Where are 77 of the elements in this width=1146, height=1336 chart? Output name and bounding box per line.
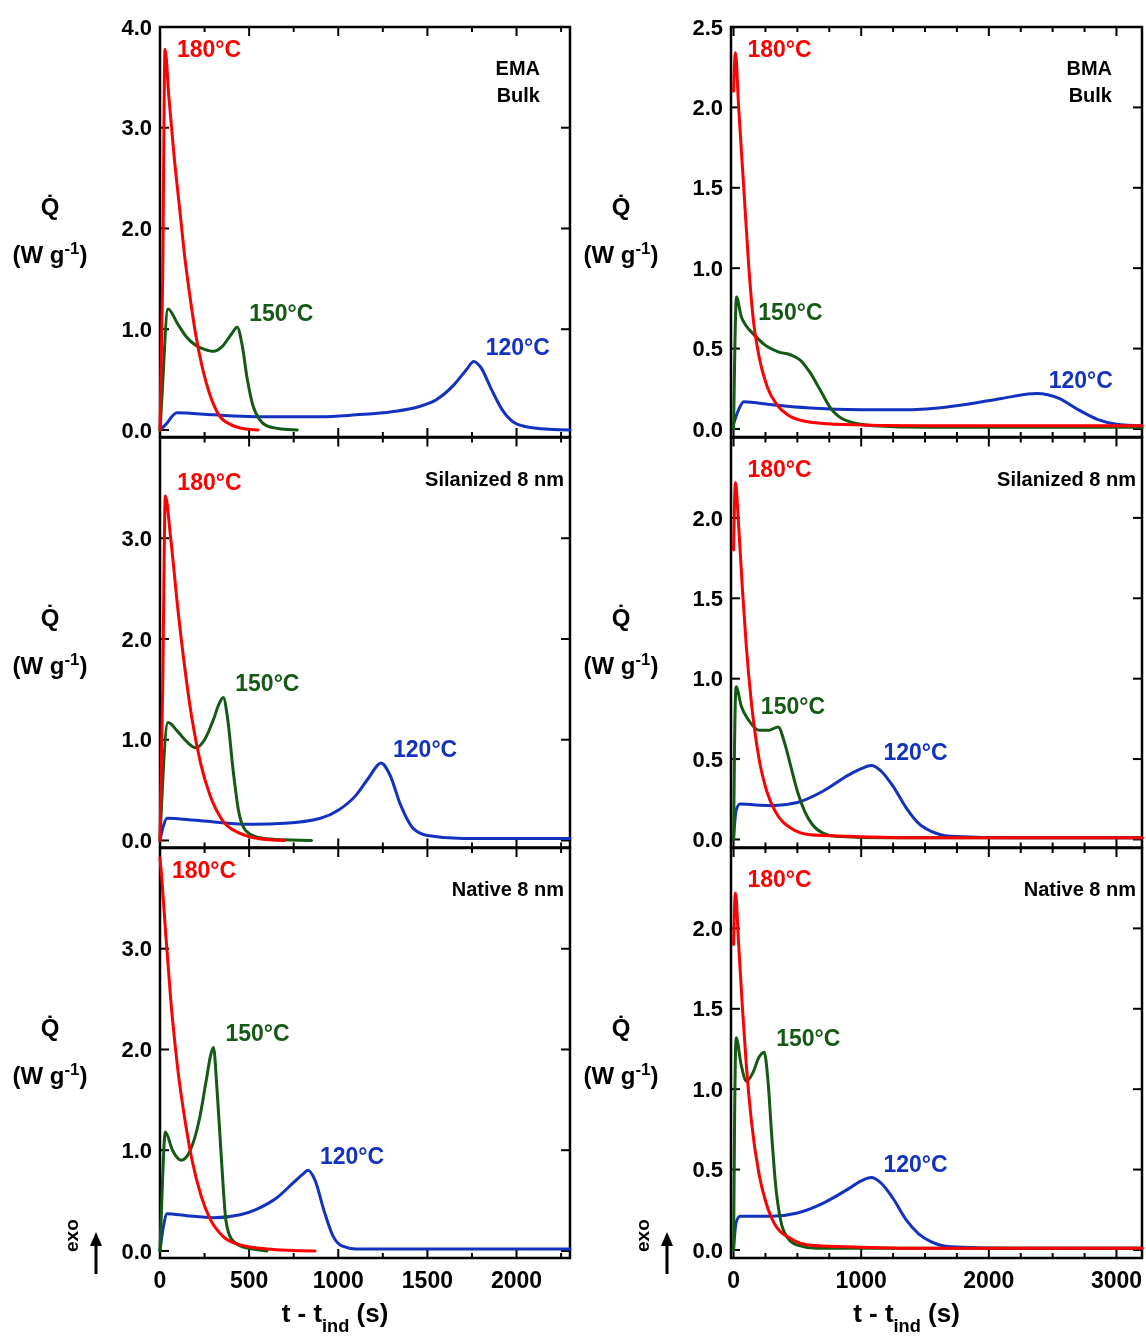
series-label: 150°C xyxy=(249,300,314,327)
y-tick-label: 1.5 xyxy=(692,175,723,201)
series-label: 180°C xyxy=(176,36,242,62)
series-label: 150°C xyxy=(760,693,826,720)
y-tick-label: 1.0 xyxy=(692,255,723,281)
y-tick-label: 0.5 xyxy=(692,746,723,772)
y-tick-label: 0.0 xyxy=(121,1238,152,1264)
series-label: 180°C xyxy=(747,455,812,482)
y-tick-label: 2.0 xyxy=(692,505,723,531)
series-label: 120°C xyxy=(393,735,458,762)
y-tick-label: 4.0 xyxy=(121,14,152,40)
series-label: 120°C xyxy=(1048,366,1113,393)
series-label: 180°C xyxy=(172,857,237,883)
text: exo xyxy=(61,1219,82,1252)
annotation: BMA Bulk xyxy=(1066,57,1113,106)
series-label: 150°C xyxy=(235,670,300,697)
y-tick-label: 2.0 xyxy=(692,916,723,942)
y-tick-label: 1.0 xyxy=(692,666,723,692)
x-tick-label: 1000 xyxy=(312,1267,364,1293)
y-tick-label: 1.0 xyxy=(121,727,152,753)
y-tick-label: 0.5 xyxy=(692,336,723,362)
series-label: 120°C xyxy=(883,738,948,765)
line-series xyxy=(732,295,1144,431)
y-tick-label: 3.0 xyxy=(121,115,152,141)
y-tick-label: 1.0 xyxy=(121,1137,152,1163)
y-tick-label: 1.0 xyxy=(121,316,152,342)
x-tick-label: 0 xyxy=(727,1267,740,1293)
line-series xyxy=(158,1045,269,1253)
text: exo xyxy=(632,1219,653,1252)
y-tick-label: 0.0 xyxy=(121,417,152,443)
series-label: 180°C xyxy=(747,36,812,62)
annotation: EMA Bulk xyxy=(495,57,541,106)
series-label: 150°C xyxy=(758,299,823,326)
y-tick-label: 0.0 xyxy=(692,416,723,442)
y-tick-label: 2.0 xyxy=(121,1037,152,1063)
y-tick-label: 2.0 xyxy=(121,216,152,242)
y-tick-label: 0.0 xyxy=(121,828,152,854)
y-axis-title: Q̇ (W g$^{-1}$) xyxy=(12,603,88,679)
series-label: 180°C xyxy=(747,866,812,893)
x-tick-label: 3000 xyxy=(1090,1267,1143,1293)
x-tick-label: 500 xyxy=(229,1267,269,1293)
annotation: Native 8 nm xyxy=(1023,878,1136,900)
annotation: Silanized 8 nm xyxy=(997,467,1136,490)
x-tick-label: 2000 xyxy=(963,1267,1015,1293)
line-series xyxy=(158,359,572,432)
y-tick-label: 2.5 xyxy=(692,14,723,40)
y-tick-label: 1.5 xyxy=(692,996,723,1022)
x-tick-label: 0 xyxy=(153,1267,167,1293)
x-axis-title: t - t$_{ind}$ (s) xyxy=(853,1298,960,1336)
y-axis-title: Q̇ (W g$^{-1}$) xyxy=(583,193,659,268)
y-tick-label: 1.5 xyxy=(692,585,723,611)
y-tick-label: 0.5 xyxy=(692,1157,723,1183)
y-axis-title: Q̇ (W g$^{-1}$) xyxy=(583,603,659,679)
y-tick-label: 2.0 xyxy=(692,95,723,121)
y-axis-title: Q̇ (W g$^{-1}$) xyxy=(12,1014,88,1089)
series-label: 120°C xyxy=(485,334,550,361)
y-axis-title: Q̇ (W g$^{-1}$) xyxy=(12,193,88,268)
line-series xyxy=(158,761,572,842)
y-tick-label: 1.0 xyxy=(692,1076,723,1102)
line-series xyxy=(158,856,317,1253)
y-axis-title: Q̇ (W g$^{-1}$) xyxy=(583,1014,659,1089)
annotation: Native 8 nm xyxy=(451,878,564,900)
x-tick-label: 2000 xyxy=(490,1267,543,1293)
y-tick-label: 2.0 xyxy=(121,626,152,652)
x-tick-label: 1500 xyxy=(401,1267,453,1293)
y-tick-label: 0.0 xyxy=(692,827,723,853)
x-axis-title: t - t$_{ind}$ (s) xyxy=(281,1298,389,1336)
y-tick-label: 3.0 xyxy=(121,936,152,962)
annotation: Silanized 8 nm xyxy=(425,467,564,490)
y-tick-label: 3.0 xyxy=(121,525,152,551)
series-label: 150°C xyxy=(776,1025,841,1052)
series-label: 120°C xyxy=(883,1150,948,1177)
series-label: 180°C xyxy=(177,468,242,495)
y-tick-label: 0.0 xyxy=(692,1237,723,1263)
x-tick-label: 1000 xyxy=(835,1267,887,1293)
series-label: 120°C xyxy=(319,1143,385,1170)
series-label: 150°C xyxy=(225,1020,290,1047)
